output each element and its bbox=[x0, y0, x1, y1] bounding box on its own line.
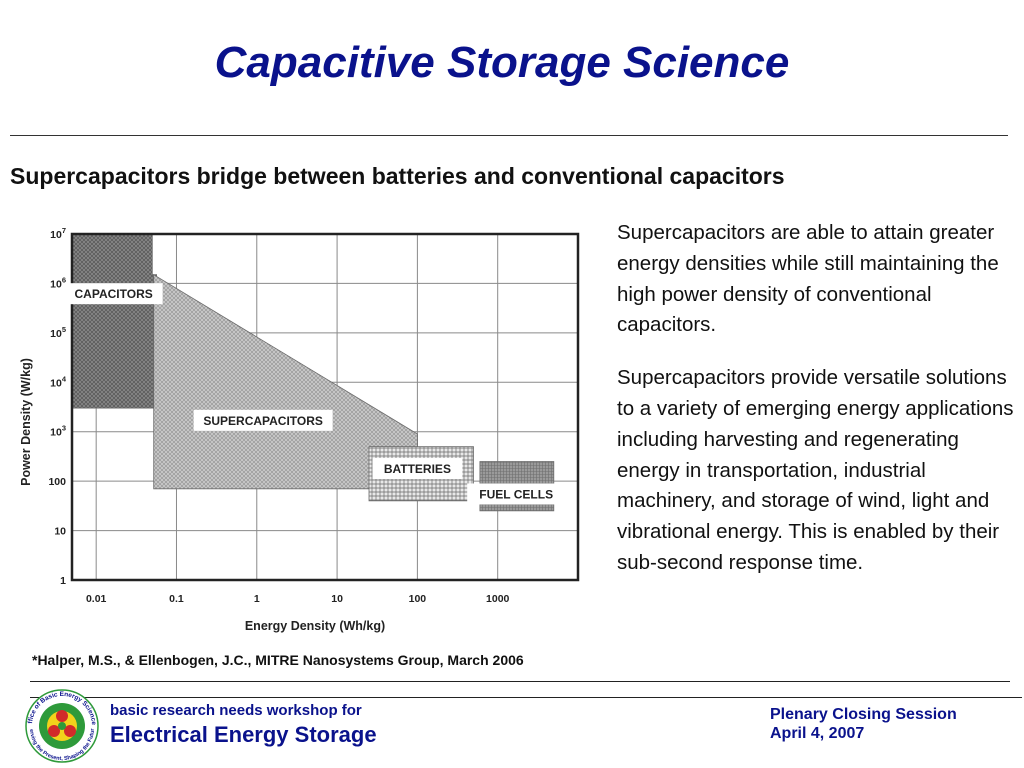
body-text: Supercapacitors are able to attain great… bbox=[617, 218, 1015, 601]
paragraph-applications: Supercapacitors provide versatile soluti… bbox=[617, 366, 1014, 574]
paragraph-energy-density: Supercapacitors are able to attain great… bbox=[617, 221, 999, 337]
x-tick-label: 0.01 bbox=[86, 593, 107, 605]
region-label-text: FUEL CELLS bbox=[479, 487, 553, 501]
plot-frame bbox=[70, 232, 580, 582]
x-tick-label: 100 bbox=[409, 593, 427, 605]
title-divider bbox=[10, 135, 1008, 136]
region-label-box bbox=[64, 283, 163, 305]
region-capacitors bbox=[71, 233, 158, 409]
x-axis-label: Energy Density (Wh/kg) bbox=[245, 619, 385, 633]
workshop-name: Electrical Energy Storage bbox=[110, 722, 377, 747]
y-tick-label: 106 bbox=[50, 275, 66, 290]
x-tick-label: 10 bbox=[331, 593, 343, 605]
footer-divider-top bbox=[30, 681, 1010, 682]
y-tick-label: 1 bbox=[60, 575, 66, 587]
region-label-text: CAPACITORS bbox=[75, 287, 153, 301]
region-label-text: BATTERIES bbox=[384, 462, 451, 476]
region-label-batteries: BATTERIES bbox=[372, 458, 463, 480]
logo-red-lobe-top bbox=[56, 710, 68, 722]
region-label-box bbox=[193, 409, 333, 431]
ragone-chart: CAPACITORS SUPERCAPACITORS BATTERIES FUEL C… bbox=[10, 218, 600, 638]
chart-ticks: 0.01 0.1 1 10 100 1000 1 10 100 103 104 105 106 107 bbox=[48, 226, 509, 605]
logo-center bbox=[58, 722, 66, 730]
chart-region-labels: CAPACITORS SUPERCAPACITORS BATTERIES FUEL C… bbox=[64, 283, 566, 505]
chart-regions bbox=[71, 233, 555, 512]
footer-divider-bottom bbox=[30, 697, 1022, 698]
ragone-chart-svg: CAPACITORS SUPERCAPACITORS BATTERIES FUEL C… bbox=[19, 226, 580, 633]
region-label-supercapacitors: SUPERCAPACITORS bbox=[193, 409, 333, 431]
slide-title: Capacitive Storage Science bbox=[214, 38, 790, 87]
y-tick-label: 100 bbox=[48, 476, 66, 488]
region-label-text: SUPERCAPACITORS bbox=[203, 414, 323, 428]
y-axis-label: Power Density (W/kg) bbox=[19, 358, 33, 486]
y-tick-label: 105 bbox=[50, 325, 66, 340]
y-tick-label: 103 bbox=[50, 424, 66, 439]
region-label-box bbox=[372, 458, 463, 480]
x-tick-label: 0.1 bbox=[169, 593, 184, 605]
region-label-fuel-cells: FUEL CELLS bbox=[467, 483, 566, 505]
region-label-capacitors: CAPACITORS bbox=[64, 283, 163, 305]
slide-subtitle: Supercapacitors bridge between batteries… bbox=[10, 163, 785, 189]
bes-logo: Office of Basic Energy Sciences Serving … bbox=[24, 688, 99, 763]
region-label-box bbox=[467, 483, 566, 505]
citation: *Halper, M.S., & Ellenbogen, J.C., MITRE… bbox=[32, 652, 524, 668]
y-tick-label: 104 bbox=[50, 374, 67, 389]
session-date: April 4, 2007 bbox=[770, 725, 865, 742]
y-tick-label: 107 bbox=[50, 226, 66, 241]
session-name: Plenary Closing Session bbox=[770, 706, 957, 723]
y-tick-label: 10 bbox=[54, 526, 66, 538]
x-tick-label: 1000 bbox=[486, 593, 510, 605]
logo-red-lobe-right bbox=[64, 725, 76, 737]
session-info: Plenary Closing Session April 4, 2007 bbox=[770, 705, 957, 743]
x-tick-label: 1 bbox=[254, 593, 260, 605]
logo-red-lobe-left bbox=[48, 725, 60, 737]
workshop-line: basic research needs workshop for bbox=[110, 702, 362, 719]
